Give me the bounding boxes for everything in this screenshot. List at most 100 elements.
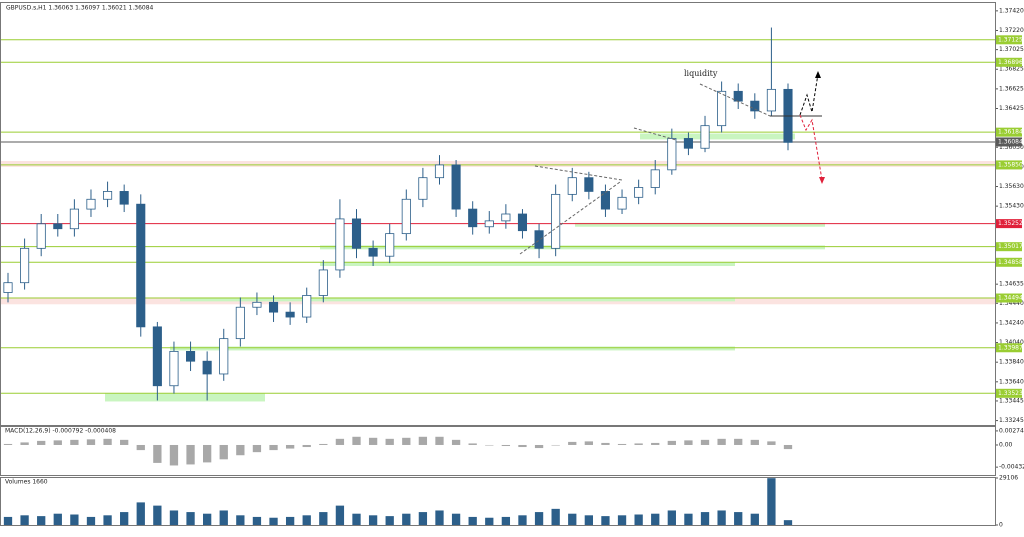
annotation: liquidity [684,69,718,78]
bar [485,444,494,446]
candle-body [650,169,660,188]
candle-body [285,311,295,318]
bar [285,516,295,525]
bar [20,515,29,525]
bar [368,437,378,445]
candle-body [766,88,776,112]
candle-body [567,177,577,195]
candle-body [401,198,411,235]
macd-panel [0,426,996,476]
candle-body [53,223,63,230]
bar [402,513,411,525]
bar [617,443,627,445]
bar [551,444,560,446]
bar [352,513,361,525]
bar [634,514,643,525]
y-tick-label: 29106 [999,475,1018,482]
zone [575,222,825,227]
level-label-box [996,242,1022,252]
bar [203,513,212,525]
zone [105,393,265,402]
candle-body [700,125,710,149]
candle-body [103,191,113,200]
level-label-box [996,257,1022,267]
candle-body [3,282,13,293]
chart-title: GBPUSD.s,H1 1.36063 1.36097 1.36021 1.36… [6,5,154,12]
bar [518,515,527,525]
zone [320,245,825,250]
y-tick-label: 1.36625 [999,85,1024,92]
trendline [519,181,621,255]
bar [319,443,328,445]
bar [534,512,544,525]
zone [170,346,735,351]
bar [335,505,345,525]
candle-body [268,301,279,313]
candle-body [484,220,494,228]
candle-body [584,177,594,192]
y-tick-label: 1.34440 [999,300,1024,307]
candle-body [733,90,743,102]
level-label-box [996,35,1022,45]
trendline [699,83,771,117]
candle-body [318,269,328,296]
bar [385,516,394,525]
bar [700,512,710,525]
bar [3,443,13,445]
bar [601,516,610,525]
bar [534,444,544,449]
candle-body [186,350,196,362]
bar [186,444,195,465]
bar [153,505,162,525]
bar [651,442,660,445]
bar [352,436,361,445]
bar [435,510,444,525]
bar [418,436,428,445]
candle-body [501,213,511,222]
y-tick-label: 1.34635 [999,281,1024,288]
candle-body [717,90,727,127]
candle-body [119,191,129,205]
candle-body [468,208,478,228]
bar [717,510,726,525]
bar [667,440,676,445]
level-label: 1.34494 [998,295,1023,302]
bar [468,443,477,445]
bar [418,512,428,525]
bar [120,512,129,525]
bar [584,441,593,445]
y-tick-label: 0.002748 [999,427,1024,434]
bar [203,444,212,463]
bar [684,513,693,525]
bar [86,439,96,445]
bar [783,444,793,450]
bar [767,441,776,445]
bar [750,513,759,525]
y-tick-label: 1.37220 [999,27,1024,34]
bar [169,444,179,466]
candle-body [69,208,79,230]
bar [734,438,743,445]
bar [285,444,295,449]
level-label: 1.36084 [998,138,1023,145]
bar [700,439,710,445]
volume-panel [0,477,996,526]
candle-body [252,301,262,308]
bar [601,442,610,445]
bar [750,439,759,445]
bar [252,444,262,453]
candle-body [351,218,362,249]
zone [0,161,995,167]
volume-title: Volumes 1660 [5,479,48,486]
candle-body [335,218,345,271]
candle-body [368,247,378,257]
y-tick-label: 1.33245 [999,417,1024,424]
bar [3,516,13,525]
y-tick-label: 1.35430 [999,203,1024,210]
bar [103,515,112,525]
level-label-box [996,137,1022,147]
bar [53,440,62,445]
bar [717,438,726,445]
level-label-box [996,388,1022,398]
bar [269,444,278,451]
